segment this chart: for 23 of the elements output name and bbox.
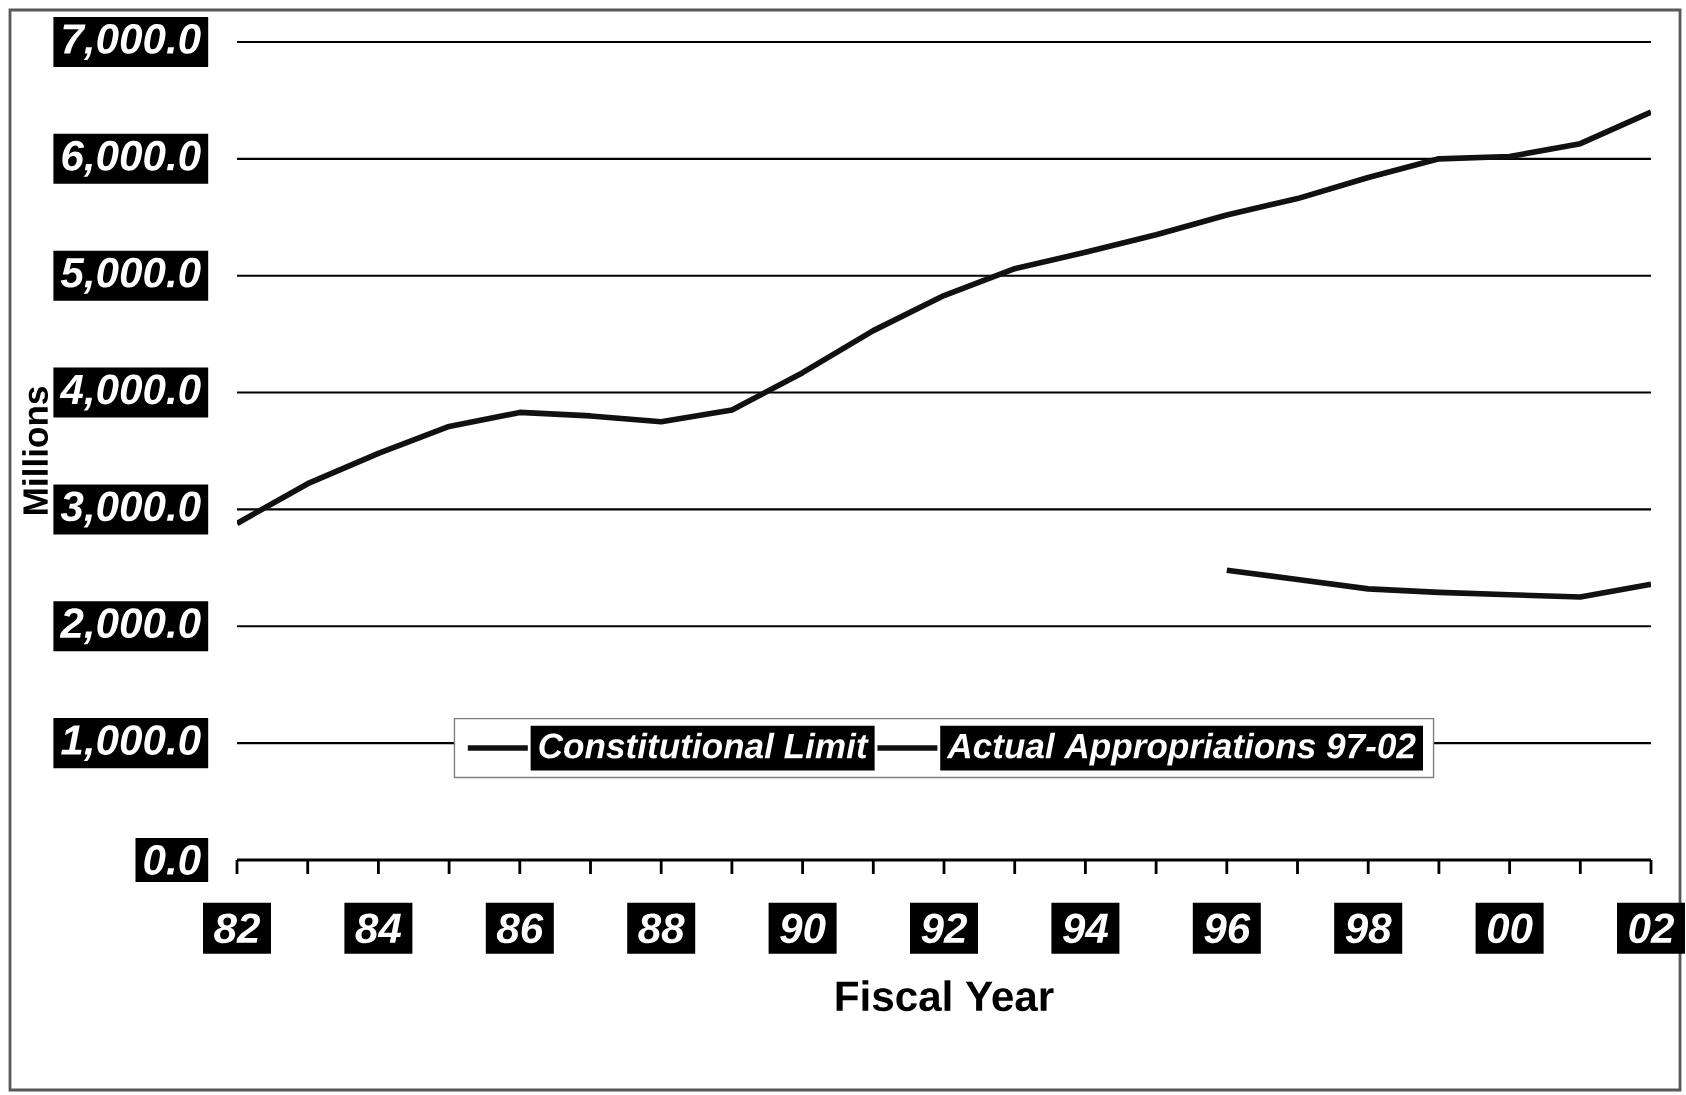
x-tick-label: 88 xyxy=(638,913,685,944)
y-tick-label: 6,000.0 xyxy=(62,140,201,177)
y-axis-title: Millions xyxy=(22,386,49,515)
y-tick-label: 1,000.0 xyxy=(61,725,201,762)
x-tick-label: 00 xyxy=(1487,913,1533,944)
legend-label: Actual Appropriations 97-02 xyxy=(946,732,1416,766)
y-tick-label: 7,000.0 xyxy=(63,24,201,60)
x-tick-label: 94 xyxy=(1062,913,1109,944)
y-tick-label: 2,000.0 xyxy=(59,608,201,645)
y-tick-label: 3,000.0 xyxy=(60,491,201,528)
y-tick-label: 0.0 xyxy=(144,845,201,875)
x-tick-label: 90 xyxy=(780,913,826,944)
x-tick-label: 98 xyxy=(1345,913,1392,944)
y-tick-label: 4,000.0 xyxy=(59,374,201,411)
x-tick-label: 92 xyxy=(921,913,968,944)
x-axis-title: Fiscal Year xyxy=(836,980,1054,1012)
legend-label: Constitutional Limit xyxy=(539,732,869,759)
x-tick-label: 86 xyxy=(496,913,544,944)
x-tick-label: 96 xyxy=(1204,913,1251,944)
y-tick-label: 5,000.0 xyxy=(60,257,201,294)
x-tick-label: 84 xyxy=(355,913,402,944)
x-tick-label: 82 xyxy=(214,913,261,944)
x-tick-label: 02 xyxy=(1629,913,1675,944)
